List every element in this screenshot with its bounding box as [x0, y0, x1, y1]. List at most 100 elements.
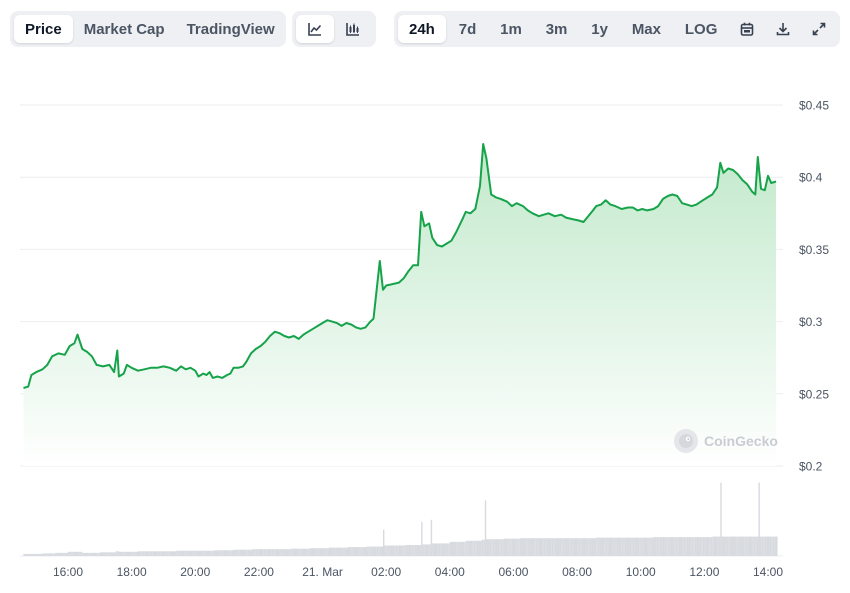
volume-bar — [748, 536, 751, 556]
volume-bar — [626, 537, 629, 556]
volume-bar — [203, 550, 205, 556]
volume-bar — [491, 539, 493, 556]
volume-bar — [752, 536, 754, 556]
line-chart-button[interactable] — [296, 15, 334, 43]
volume-bar — [562, 538, 565, 556]
volume-bar — [564, 538, 566, 556]
volume-bar — [370, 546, 372, 556]
volume-bar — [445, 543, 447, 556]
volume-bar — [527, 538, 530, 556]
volume-bar — [629, 537, 632, 556]
volume-bar — [518, 538, 520, 556]
volume-bar — [457, 541, 460, 556]
volume-bar — [136, 551, 139, 556]
volume-bar — [301, 548, 304, 556]
volume-bar — [80, 551, 83, 556]
volume-bar — [529, 538, 531, 556]
volume-bar — [623, 537, 625, 556]
tab-price[interactable]: Price — [14, 15, 73, 43]
volume-bar — [171, 551, 174, 556]
volume-bar — [513, 538, 516, 556]
volume-bar — [106, 552, 108, 556]
volume-bar — [613, 537, 616, 556]
volume-bar — [774, 536, 776, 556]
volume-bar — [578, 538, 581, 556]
volume-bar — [83, 552, 86, 556]
x-tick-label: 21. Mar — [302, 565, 343, 579]
volume-bar — [344, 547, 347, 556]
volume-bar — [287, 549, 290, 556]
y-tick-label: $0.4 — [799, 171, 823, 185]
range-max[interactable]: Max — [631, 20, 661, 38]
volume-bar — [335, 547, 337, 556]
volume-bar — [328, 547, 331, 556]
price-area — [23, 144, 776, 466]
fullscreen-button[interactable] — [802, 15, 836, 43]
range-3m[interactable]: 3m — [545, 20, 568, 38]
log-scale-toggle[interactable]: LOG — [684, 20, 718, 38]
range-group: 24h 7d 1m 3m 1y Max LOG — [394, 11, 840, 47]
volume-bar — [534, 538, 536, 556]
volume-bar — [424, 544, 426, 556]
volume-bar — [655, 537, 657, 556]
date-range-button[interactable] — [730, 15, 764, 43]
y-tick-label: $0.2 — [799, 460, 823, 474]
volume-bar — [365, 547, 368, 556]
volume-bar — [675, 537, 678, 556]
volume-bar — [217, 550, 220, 556]
range-24h[interactable]: 24h — [398, 15, 446, 43]
volume-bar — [707, 537, 710, 556]
tab-tradingview[interactable]: TradingView — [186, 20, 275, 38]
volume-bar — [733, 536, 735, 556]
volume-bar — [348, 547, 350, 556]
volume-bar — [52, 553, 54, 556]
volume-bar — [247, 549, 250, 556]
download-button[interactable] — [766, 15, 800, 43]
volume-bar — [220, 550, 223, 556]
volume-bar — [223, 550, 226, 556]
volume-bar — [332, 547, 334, 556]
volume-bar — [95, 552, 97, 556]
volume-bar — [632, 537, 635, 556]
volume-bar — [130, 551, 132, 556]
volume-bar — [69, 551, 72, 556]
volume-bar — [182, 550, 185, 556]
volume-bar — [308, 548, 310, 556]
volume-bar — [558, 538, 560, 556]
volume-bar — [354, 547, 356, 556]
volume-bar — [196, 550, 199, 556]
volume-bar — [497, 539, 500, 556]
volume-bar — [468, 540, 471, 556]
volume-bar — [755, 536, 757, 556]
range-1m[interactable]: 1m — [500, 20, 522, 38]
volume-bar — [678, 537, 681, 556]
volume-bar — [228, 550, 231, 556]
volume-bar — [360, 547, 363, 556]
tab-market-cap[interactable]: Market Cap — [83, 20, 165, 38]
volume-bar — [36, 553, 38, 556]
volume-bar — [642, 537, 644, 556]
volume-bar — [56, 552, 59, 556]
volume-bar — [180, 550, 183, 556]
volume-bar — [58, 552, 61, 556]
volume-bar — [453, 541, 455, 556]
volume-bar — [569, 538, 571, 556]
volume-bar — [101, 552, 104, 556]
volume-bar — [745, 536, 748, 556]
candlestick-chart-button[interactable] — [334, 15, 372, 43]
volume-bar — [144, 551, 146, 556]
volume-bar — [177, 550, 180, 556]
volume-bar — [736, 536, 738, 556]
volume-bar — [419, 544, 422, 556]
volume-bar — [709, 537, 711, 556]
volume-bar — [25, 553, 27, 556]
range-7d[interactable]: 7d — [458, 20, 477, 38]
volume-bar — [79, 551, 81, 556]
volume-spike — [484, 500, 487, 556]
volume-bar — [273, 549, 275, 556]
volume-bar — [61, 552, 64, 556]
range-1y[interactable]: 1y — [591, 20, 608, 38]
volume-bar — [481, 539, 484, 556]
volume-bar — [411, 544, 414, 556]
